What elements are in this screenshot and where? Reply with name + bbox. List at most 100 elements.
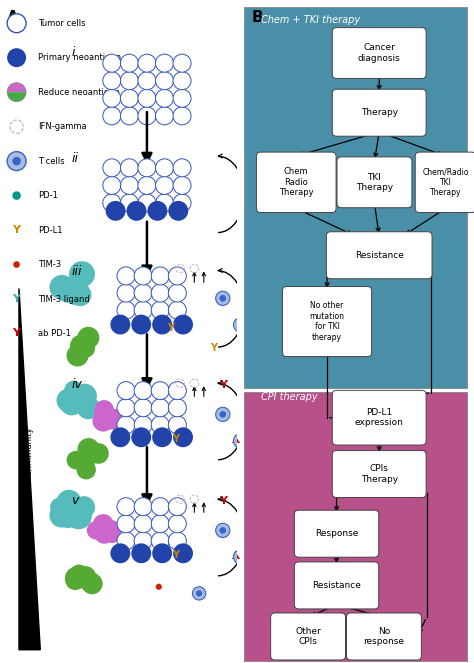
FancyBboxPatch shape bbox=[326, 232, 432, 278]
Circle shape bbox=[117, 267, 135, 285]
Circle shape bbox=[216, 407, 230, 422]
Circle shape bbox=[155, 159, 173, 177]
FancyBboxPatch shape bbox=[332, 90, 426, 136]
FancyBboxPatch shape bbox=[415, 152, 474, 213]
Circle shape bbox=[13, 261, 20, 268]
Circle shape bbox=[103, 194, 121, 212]
Text: Primary neoantigen: Primary neoantigen bbox=[38, 53, 121, 62]
Circle shape bbox=[94, 408, 115, 428]
FancyBboxPatch shape bbox=[332, 28, 426, 78]
Circle shape bbox=[219, 411, 226, 418]
Circle shape bbox=[64, 386, 88, 410]
Circle shape bbox=[56, 389, 80, 412]
Circle shape bbox=[173, 428, 193, 448]
Polygon shape bbox=[19, 288, 40, 650]
FancyBboxPatch shape bbox=[271, 613, 346, 660]
Circle shape bbox=[94, 524, 114, 544]
Circle shape bbox=[76, 339, 94, 357]
Circle shape bbox=[80, 572, 100, 592]
Circle shape bbox=[7, 48, 26, 67]
Circle shape bbox=[66, 285, 86, 305]
Circle shape bbox=[152, 315, 172, 335]
Circle shape bbox=[117, 514, 135, 533]
Circle shape bbox=[134, 498, 152, 516]
Text: Chem
Radio
Therapy: Chem Radio Therapy bbox=[279, 168, 314, 197]
Circle shape bbox=[120, 54, 138, 72]
Circle shape bbox=[219, 527, 226, 534]
Circle shape bbox=[12, 157, 21, 165]
Text: Y: Y bbox=[13, 294, 20, 304]
Circle shape bbox=[76, 460, 96, 479]
Circle shape bbox=[94, 400, 114, 420]
Text: TKI
Therapy: TKI Therapy bbox=[356, 172, 393, 192]
Circle shape bbox=[110, 315, 130, 335]
Circle shape bbox=[138, 54, 156, 72]
Circle shape bbox=[151, 532, 169, 550]
Circle shape bbox=[76, 567, 95, 586]
Circle shape bbox=[131, 315, 151, 335]
Text: TIM-3 ligand: TIM-3 ligand bbox=[38, 294, 90, 304]
Circle shape bbox=[110, 428, 130, 448]
Circle shape bbox=[134, 416, 152, 434]
Circle shape bbox=[69, 261, 95, 287]
Circle shape bbox=[75, 338, 95, 358]
Circle shape bbox=[219, 295, 226, 302]
Circle shape bbox=[60, 391, 84, 416]
Text: A: A bbox=[7, 10, 19, 25]
Circle shape bbox=[82, 573, 103, 594]
Circle shape bbox=[233, 550, 247, 564]
Circle shape bbox=[103, 90, 121, 107]
Circle shape bbox=[67, 451, 85, 469]
Circle shape bbox=[87, 521, 105, 540]
Circle shape bbox=[74, 384, 96, 406]
Circle shape bbox=[7, 14, 26, 32]
Circle shape bbox=[155, 176, 173, 194]
Circle shape bbox=[173, 90, 191, 107]
Circle shape bbox=[50, 497, 70, 517]
Text: iii: iii bbox=[71, 265, 82, 278]
Text: Y: Y bbox=[172, 434, 179, 444]
Circle shape bbox=[127, 201, 146, 221]
Circle shape bbox=[101, 410, 118, 428]
Circle shape bbox=[57, 279, 81, 303]
Circle shape bbox=[56, 278, 77, 298]
Circle shape bbox=[70, 335, 91, 357]
Circle shape bbox=[151, 498, 169, 516]
Circle shape bbox=[233, 434, 247, 448]
Text: Chem + TKI therapy: Chem + TKI therapy bbox=[261, 15, 360, 25]
Circle shape bbox=[120, 194, 138, 212]
Circle shape bbox=[173, 54, 191, 72]
Circle shape bbox=[131, 544, 151, 564]
Circle shape bbox=[173, 176, 191, 194]
Circle shape bbox=[168, 201, 188, 221]
Text: PD-L1
expression: PD-L1 expression bbox=[355, 408, 404, 428]
Circle shape bbox=[110, 544, 130, 564]
Circle shape bbox=[192, 587, 206, 600]
Circle shape bbox=[237, 438, 244, 444]
FancyBboxPatch shape bbox=[244, 7, 467, 388]
Text: Y: Y bbox=[233, 431, 241, 442]
Circle shape bbox=[155, 107, 173, 125]
Circle shape bbox=[66, 345, 89, 367]
Circle shape bbox=[138, 72, 156, 90]
Text: ab PD-1: ab PD-1 bbox=[38, 329, 71, 338]
FancyBboxPatch shape bbox=[332, 451, 426, 497]
Circle shape bbox=[74, 333, 94, 353]
FancyBboxPatch shape bbox=[332, 391, 426, 445]
Circle shape bbox=[103, 54, 121, 72]
Circle shape bbox=[65, 571, 84, 590]
Text: Resistance: Resistance bbox=[355, 251, 404, 260]
Circle shape bbox=[168, 267, 186, 285]
Circle shape bbox=[216, 291, 230, 306]
Circle shape bbox=[134, 514, 152, 533]
Text: Response: Response bbox=[315, 529, 358, 538]
FancyBboxPatch shape bbox=[244, 392, 467, 660]
Circle shape bbox=[76, 385, 97, 406]
Circle shape bbox=[71, 341, 89, 359]
Circle shape bbox=[233, 318, 247, 332]
Circle shape bbox=[151, 267, 169, 285]
Text: Reduce neoantigen: Reduce neoantigen bbox=[38, 88, 120, 97]
Circle shape bbox=[138, 107, 156, 125]
Circle shape bbox=[152, 544, 172, 564]
Circle shape bbox=[173, 159, 191, 177]
